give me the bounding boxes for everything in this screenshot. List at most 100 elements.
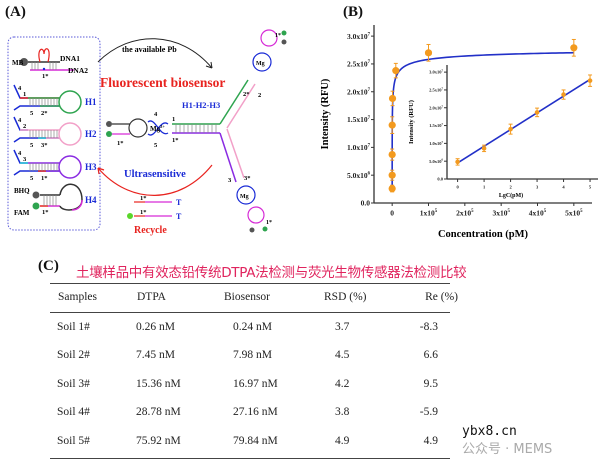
recycle-label: Recycle <box>134 225 167 236</box>
strand-end-1: T <box>176 198 182 207</box>
table-cell: 7.45 nM <box>136 349 175 361</box>
h4-label: H4 <box>85 195 97 205</box>
junction-domain-2: 2 <box>258 92 261 99</box>
data-point <box>388 184 396 193</box>
hairpin-h2: 4 2 5 3* H2 <box>13 116 97 149</box>
table-cell: 3.7 <box>335 321 350 333</box>
x-tick-label: 4 <box>562 185 565 190</box>
y-tick-label: 0.0 <box>361 199 371 208</box>
junction-domain-1s: 1* <box>172 137 179 144</box>
table-cell: 7.98 nM <box>233 349 272 361</box>
y-tick-label: 2.5x107 <box>429 86 443 92</box>
fam-fluorophore-icon <box>32 202 40 210</box>
strand-end-2: T <box>176 212 182 221</box>
table-header-cell: Biosensor <box>224 291 270 303</box>
table-cell: 15.36 nM <box>136 378 181 390</box>
data-point <box>481 146 487 151</box>
x-tick-label: 1 <box>483 185 486 190</box>
table-header-cell: Re (%) <box>425 291 458 303</box>
table-cell: 4.9 <box>423 435 438 447</box>
table-cell: Soil 5# <box>57 435 90 447</box>
panel-b-label: (B) <box>343 4 363 20</box>
h2-domain-5: 5 <box>30 142 34 149</box>
dna2-label: DNA2 <box>68 66 88 75</box>
x-tick-label: 3 <box>536 185 539 190</box>
table-header-cell: Samples <box>58 291 97 303</box>
table-header-cell: DTPA <box>137 291 166 303</box>
table-cell: 0.24 nM <box>233 321 272 333</box>
table-cell: -5.9 <box>419 406 438 418</box>
table-title: 土壤样品中有效态铅传统DTPA法检测与荧光生物传感器法检测比较 <box>76 265 467 281</box>
data-point <box>508 126 513 132</box>
data-point <box>587 78 593 83</box>
h3-domain-4: 4 <box>18 150 22 157</box>
h2-label: H2 <box>85 129 97 139</box>
h3-domain-3: 3 <box>23 156 27 163</box>
dna1-label: DNA1 <box>60 54 80 63</box>
table-top-rule <box>50 283 450 284</box>
table-cell: 27.16 nM <box>233 406 278 418</box>
x-tick-label: 5x105 <box>565 209 583 218</box>
panel-a-diagram: MB DNA1 DNA2 1* 4 1 5 2* H1 4 2 5 3* H2 … <box>7 29 287 236</box>
data-point <box>388 151 396 159</box>
data-point <box>388 94 397 103</box>
watermark-site: ybx8.cn <box>462 424 517 439</box>
h1-label: H1 <box>85 97 97 107</box>
three-way-junction: Mg2+ 4 5 1 1* 1* Mg 1* 2* 2 Mg 1* 3* 3 <box>106 29 287 233</box>
table-header-rule <box>50 312 450 313</box>
table-cell: Soil 1# <box>57 321 90 333</box>
h1-domain-1: 1 <box>23 91 26 98</box>
x-tick-label: 3x105 <box>492 209 510 218</box>
mb-bead-icon <box>20 58 28 66</box>
hairpin-h4: BHQ FAM 1* H4 <box>14 183 97 217</box>
table-bottom-rule <box>50 458 450 459</box>
arrow-top-label: the available Pb <box>122 45 177 54</box>
h3-label: H3 <box>85 162 97 172</box>
legend-box <box>7 36 101 231</box>
h1-domain-5: 5 <box>30 110 34 117</box>
x-tick-label: 1x105 <box>420 209 438 218</box>
x-tick-label: 4x105 <box>529 209 547 218</box>
y-tick-label: 5.0x106 <box>429 158 443 164</box>
table-cell: 6.6 <box>423 349 438 361</box>
h1-domain-2s: 2* <box>41 110 48 117</box>
recycle-arrow <box>97 164 213 196</box>
bhq-label: BHQ <box>14 187 30 195</box>
y-tick-label: 2.0x107 <box>429 104 443 110</box>
y-axis-title: Intensity (RFU) <box>320 78 331 149</box>
h1-domain-4: 4 <box>18 85 22 92</box>
table-cell: Soil 2# <box>57 349 90 361</box>
fluorescence-burst-icon <box>127 213 133 219</box>
strand-site-2: 1* <box>140 209 147 216</box>
panel-c-label: (C) <box>38 258 59 274</box>
table-cell: 0.26 nM <box>136 321 175 333</box>
table-cell: Soil 4# <box>57 406 90 418</box>
arrow-bottom-label: Ultrasensitive <box>124 169 186 180</box>
x-axis-title: Concentration (pM) <box>438 229 529 240</box>
table-cell: 16.97 nM <box>233 378 278 390</box>
dna1-dna2-complex: MB DNA1 DNA2 1* <box>12 48 88 80</box>
h2-domain-2: 2 <box>23 123 26 130</box>
h4-site-label: 1* <box>42 209 49 216</box>
hairpin-h3: 4 3 5 1* H3 <box>13 149 97 182</box>
table-cell: Soil 3# <box>57 378 90 390</box>
data-point <box>561 92 566 97</box>
y-tick-label: 3.0x107 <box>347 32 371 41</box>
y-tick-label: 3.0x107 <box>429 69 443 75</box>
table-cell: 79.84 nM <box>233 435 278 447</box>
junction-domain-4: 4 <box>154 111 158 118</box>
mb-label: MB <box>12 59 24 67</box>
junction-domain-3: 3 <box>228 177 232 184</box>
hairpin-h1: 4 1 5 2* H1 <box>13 84 97 117</box>
panel-a-title: Fluorescent biosensor <box>100 75 225 90</box>
h2-domain-3s: 3* <box>41 142 48 149</box>
y-tick-label: 0.0 <box>437 177 443 182</box>
y-tick-label: 5.0x106 <box>347 171 371 180</box>
data-point <box>534 110 540 115</box>
x-tick-label: 2x105 <box>456 209 474 218</box>
mg-ion-bottom: Mg <box>240 194 249 200</box>
junction-domain-1: 1 <box>172 116 175 123</box>
data-point <box>455 159 460 165</box>
bhq-quencher-icon <box>32 191 40 199</box>
mg-ion-label: Mg2+ <box>150 124 165 133</box>
